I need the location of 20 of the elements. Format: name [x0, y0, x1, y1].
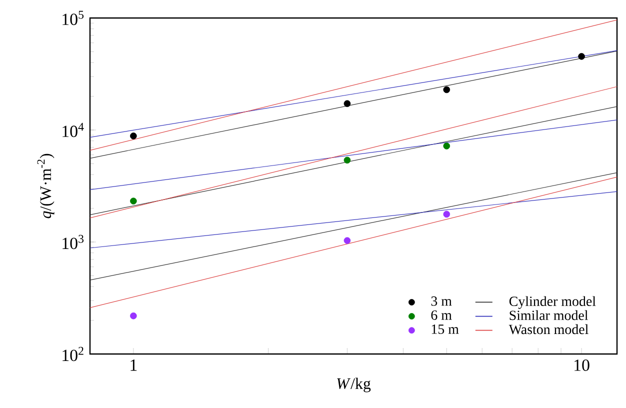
legend-label: 3 m: [431, 296, 452, 306]
y-tick-label: 10$^{2}$: [62, 346, 84, 362]
point: [130, 198, 137, 204]
legend-label: 15 m: [432, 324, 459, 334]
y-tick-label: 10$^{3}$: [62, 234, 84, 250]
legend-label: Cylinder model: [509, 296, 596, 309]
legend-label: 6 m: [431, 310, 452, 320]
x-tick-label: 1: [130, 360, 137, 371]
legend-label: Similar model: [510, 310, 588, 320]
point: [443, 210, 450, 218]
x-tick-label: 10: [574, 360, 590, 371]
x-axis-title: W/kg: [337, 378, 371, 392]
point: [443, 142, 450, 150]
point: [130, 312, 137, 320]
y-tick-label: 10$^{5}$: [62, 10, 84, 26]
legend-label: Waston model: [508, 324, 588, 334]
y-tick-label: 10$^{4}$: [62, 122, 84, 138]
y-axis-title: q/(W·m$^{-2}$): [37, 154, 54, 218]
point: [130, 132, 137, 140]
point: [443, 86, 450, 94]
